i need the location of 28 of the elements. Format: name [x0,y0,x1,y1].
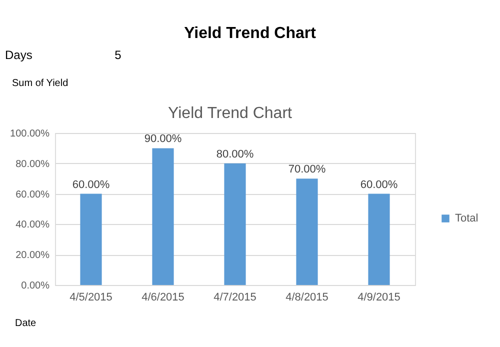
data-label: 80.00% [216,148,254,160]
x-tick-label: 4/8/2015 [286,292,328,304]
y-tick-label: 80.00% [16,158,50,170]
y-tick-label: 0.00% [21,280,50,292]
text: Date [15,318,37,329]
bar [224,163,246,285]
data-label: 60.00% [360,178,398,191]
data-label: 70.00% [288,164,326,176]
data-label: 90.00% [144,133,182,146]
chart-title: Yield Trend Chart [168,105,293,122]
legend-label: Total [455,212,478,224]
x-tick-label: 4/5/2015 [70,292,112,304]
x-tick-label: 4/7/2015 [214,292,256,304]
x-tick-label: 4/6/2015 [142,292,184,304]
data-label: 60.00% [72,178,110,191]
bar [368,194,390,285]
text: Yield Trend Chart [184,25,317,42]
bar [296,178,318,285]
y-tick-label: 20.00% [16,250,50,262]
text: 5 [114,48,122,62]
text: Sum of Yield [12,78,68,89]
y-tick-label: 40.00% [16,220,50,231]
bar [80,194,102,285]
y-tick-label: 100.00% [10,128,50,140]
x-tick-label: 4/9/2015 [358,292,400,304]
y-tick-label: 60.00% [16,189,50,200]
bar [152,148,174,285]
text: Days [5,48,32,62]
